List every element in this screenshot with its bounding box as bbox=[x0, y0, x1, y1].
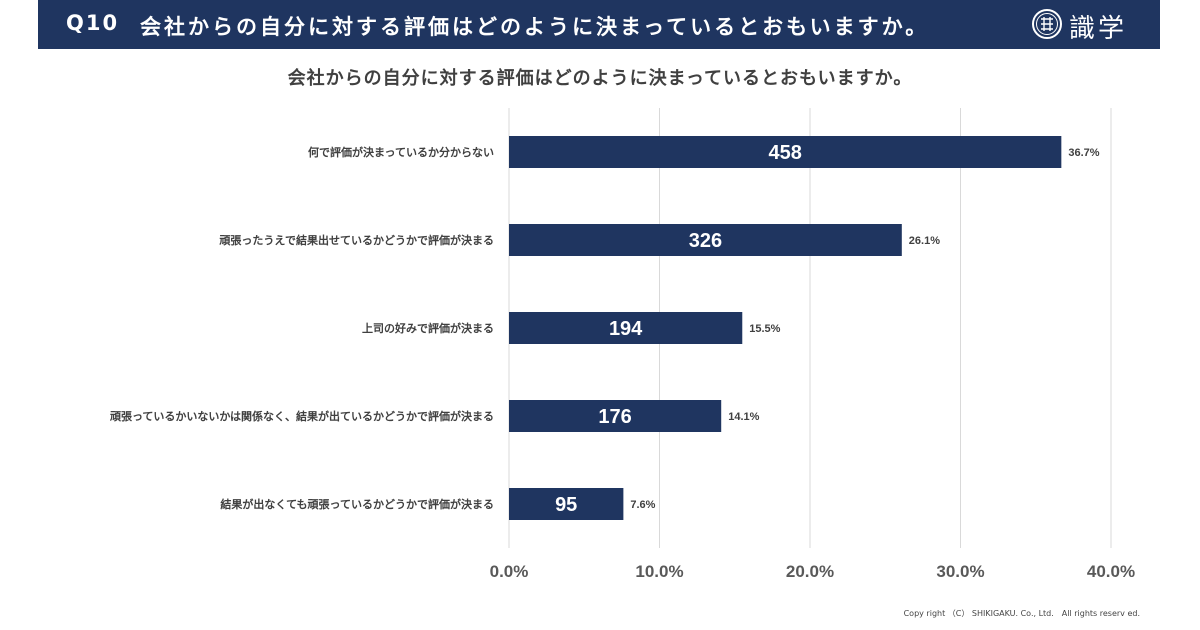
bar bbox=[509, 488, 624, 520]
bar bbox=[509, 312, 743, 344]
category-label: 結果が出なくても頑張っているかどうかで評価が決まる bbox=[220, 497, 494, 511]
x-tick-label: 0.0% bbox=[490, 562, 529, 581]
chart-title: 会社からの自分に対する評価はどのように決まっているとおもいますか。 bbox=[287, 68, 913, 89]
logo-text: 識学 bbox=[1069, 14, 1128, 44]
question-text: 会社からの自分に対する評価はどのように決まっているとおもいますか。 bbox=[140, 15, 930, 39]
category-label: 上司の好みで評価が決まる bbox=[362, 321, 494, 335]
header-banner: Q10 会社からの自分に対する評価はどのように決まっているとおもいますか。 識学 bbox=[38, 0, 1160, 49]
x-tick-label: 40.0% bbox=[1087, 562, 1135, 581]
x-tick-label: 10.0% bbox=[635, 562, 683, 581]
bar-count-label: 194 bbox=[609, 318, 643, 340]
x-tick-label: 30.0% bbox=[936, 562, 984, 581]
bar-value-label: 15.5% bbox=[749, 323, 780, 335]
bar-count-label: 458 bbox=[768, 142, 801, 164]
category-label: 頑張ったうえで結果出せているかどうかで評価が決まる bbox=[218, 233, 494, 247]
bar-value-label: 26.1% bbox=[909, 235, 940, 247]
category-label: 頑張っているかいないかは関係なく、結果が出ているかどうかで評価が決まる bbox=[109, 409, 494, 423]
logo: 識学 bbox=[1031, 6, 1151, 44]
bar-count-label: 326 bbox=[689, 230, 722, 252]
bar-value-label: 14.1% bbox=[728, 411, 759, 423]
bar-value-label: 36.7% bbox=[1068, 147, 1099, 159]
x-tick-label: 20.0% bbox=[786, 562, 834, 581]
bar bbox=[509, 136, 1062, 168]
copyright: Copy right （C） SHIKIGAKU. Co., Ltd. All … bbox=[903, 609, 1140, 618]
bar bbox=[509, 224, 902, 256]
bar-count-label: 176 bbox=[598, 406, 631, 428]
bar-count-label: 95 bbox=[555, 494, 577, 516]
question-number: Q10 bbox=[66, 11, 120, 35]
shikigaku-seal-icon bbox=[1032, 9, 1062, 39]
bar-value-label: 7.6% bbox=[630, 499, 655, 511]
category-label: 何で評価が決まっているか分からない bbox=[308, 145, 494, 159]
bar bbox=[509, 400, 722, 432]
